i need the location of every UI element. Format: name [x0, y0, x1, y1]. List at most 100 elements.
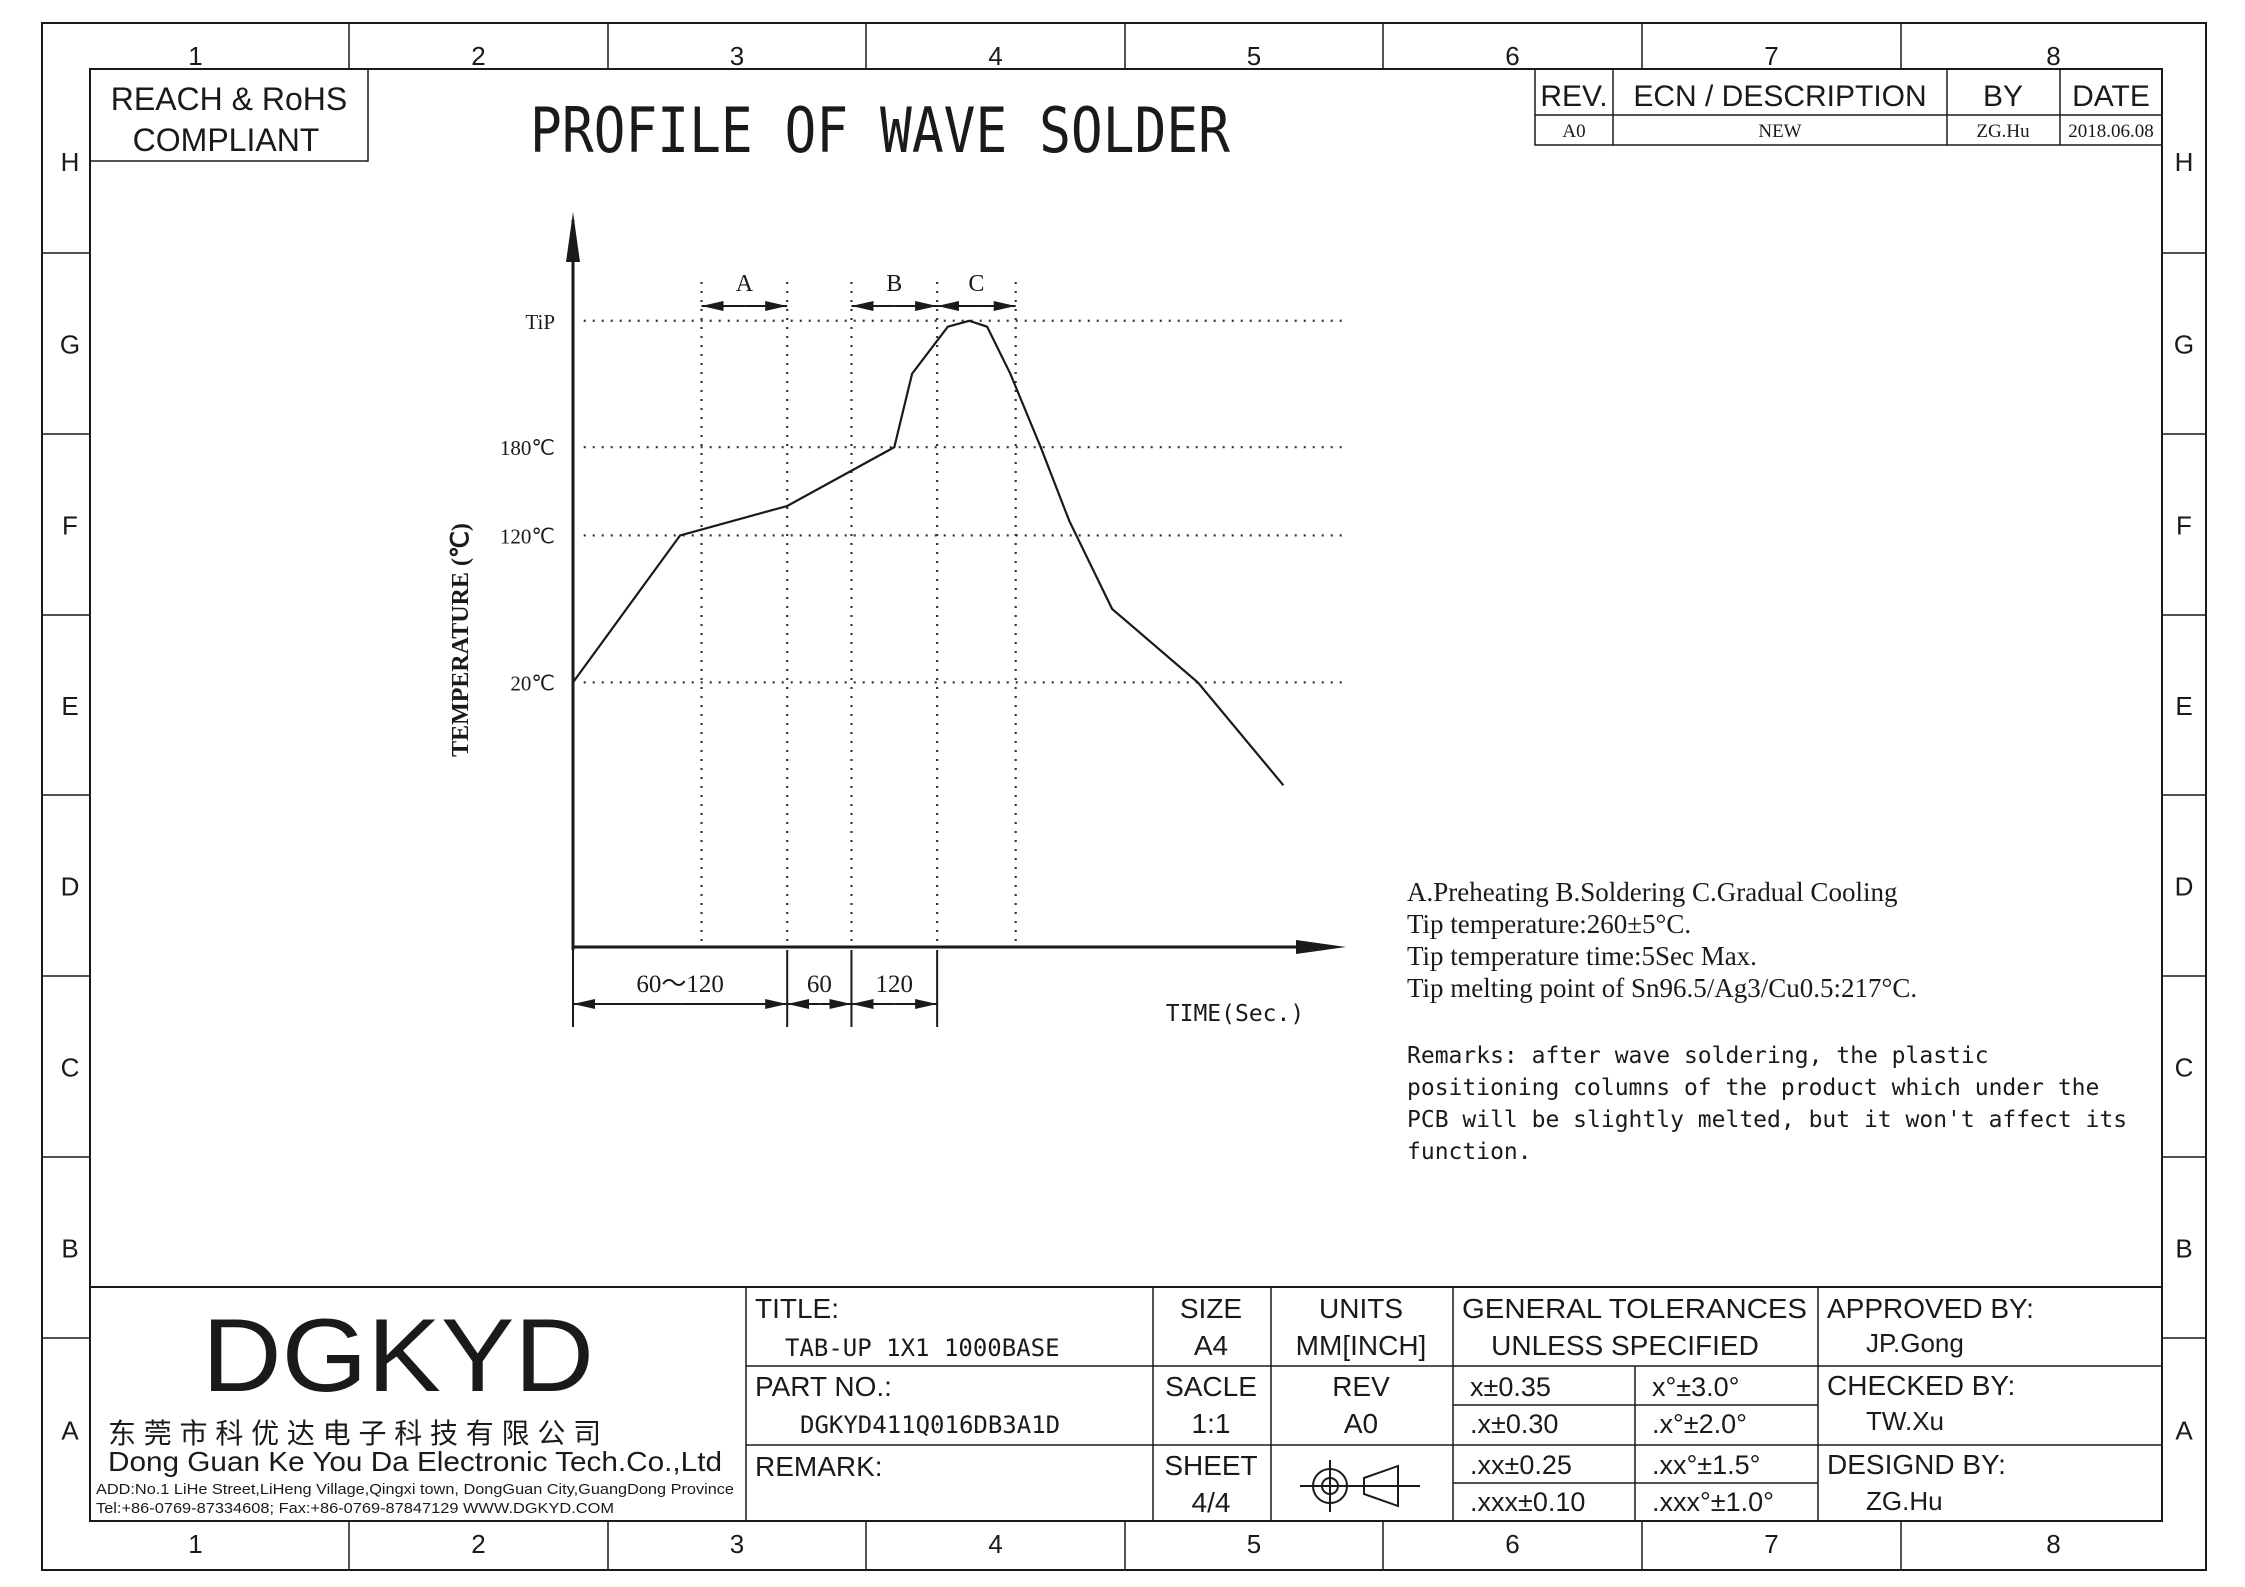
part-no-value: DGKYD411Q016DB3A1D	[800, 1411, 1060, 1439]
part-no-label: PART NO.:	[755, 1371, 892, 1402]
zone-row-right-H: H	[2175, 147, 2194, 177]
company-name-en: Dong Guan Ke You Da Electronic Tech.Co.,…	[108, 1446, 722, 1477]
zone-labels: 1 1 2 2 3 3 4 4 5 5 6 6 7 7 8 8 H H G G F F E E D D C C B B A A	[60, 41, 2194, 1559]
zone-col-top-1: 1	[188, 41, 202, 71]
zone-row-left-H: H	[61, 147, 80, 177]
units-value: MM[INCH]	[1296, 1330, 1427, 1361]
y-tick-label-3: 20℃	[510, 671, 555, 695]
y-axis-label: TEMPERATURE (℃)	[448, 523, 474, 757]
chart-grid	[583, 282, 1346, 947]
zone-row-right-C: C	[2175, 1053, 2194, 1083]
tolerance-linear-1: .x±0.30	[1470, 1409, 1558, 1439]
checked-value: TW.Xu	[1866, 1406, 1944, 1436]
zone-col-top-2: 2	[471, 41, 485, 71]
zone-row-left-G: G	[60, 330, 80, 360]
zone-row-right-F: F	[2176, 511, 2192, 541]
zone-col-bottom-6: 6	[1505, 1529, 1519, 1559]
tolerance-linear-0: x±0.35	[1470, 1372, 1551, 1402]
zone-row-right-D: D	[2175, 872, 2194, 902]
duration-label-1: 60	[807, 971, 832, 998]
remark-label: REMARK:	[755, 1451, 883, 1482]
company-contact: Tel:+86-0769-87334608; Fax:+86-0769-8784…	[96, 1500, 614, 1517]
by-value: ZG.Hu	[1976, 121, 2030, 142]
brand-logo: DGKYD	[202, 1298, 594, 1414]
tolerance-angular-2: .xx°±1.5°	[1652, 1450, 1760, 1480]
zone-row-right-A: A	[2175, 1416, 2193, 1446]
by-header: BY	[1983, 80, 2023, 113]
units-label: UNITS	[1319, 1293, 1403, 1324]
remarks-line-4: function.	[1407, 1139, 1532, 1165]
zone-row-left-A: A	[61, 1416, 79, 1446]
drawing-title: PROFILE OF WAVE SOLDER	[530, 94, 1231, 167]
designed-value: ZG.Hu	[1866, 1486, 1943, 1516]
phase-label-A: A	[736, 271, 754, 297]
x-axis-label: TIME(Sec.)	[1166, 1001, 1304, 1027]
wave-solder-profile-chart: TiP 180℃ 120℃ 20℃ A B C 60～120 60 120 TEMPERATU…	[448, 212, 1346, 1027]
x-axis-arrowhead	[1296, 940, 1346, 954]
title-value: TAB-UP 1X1 1000BASE	[785, 1334, 1060, 1362]
compliance-box: REACH & RoHS COMPLIANT	[89, 68, 369, 162]
approved-value: JP.Gong	[1866, 1328, 1964, 1358]
ecn-value: NEW	[1758, 121, 1801, 142]
tolerance-angular-0: x°±3.0°	[1652, 1372, 1739, 1402]
chart-phase-dimensions: A B C	[701, 271, 1016, 311]
rev-label: REV	[1332, 1371, 1390, 1402]
date-header: DATE	[2072, 80, 2150, 113]
zone-col-top-6: 6	[1505, 41, 1519, 71]
zone-row-right-B: B	[2175, 1234, 2192, 1264]
zone-col-top-8: 8	[2046, 41, 2060, 71]
tolerance-angular-1: .x°±2.0°	[1652, 1409, 1747, 1439]
revision-block: REV. ECN / DESCRIPTION BY DATE A0 NEW ZG…	[1534, 68, 2163, 146]
zone-col-bottom-7: 7	[1764, 1529, 1778, 1559]
tolerance-linear-3: .xxx±0.10	[1470, 1487, 1585, 1517]
approved-label: APPROVED BY:	[1827, 1293, 2034, 1324]
company-name-cn: 东 莞 市 科 优 达 电 子 科 技 有 限 公 司	[108, 1418, 601, 1449]
y-tick-label-2: 120℃	[500, 524, 555, 548]
process-notes: A.Preheating B.Soldering C.Gradual Cooli…	[1407, 877, 1917, 1003]
chart-duration-dimensions: 60～120 60 120	[572, 950, 939, 1027]
zone-row-right-G: G	[2174, 330, 2194, 360]
zone-col-bottom-8: 8	[2046, 1529, 2060, 1559]
y-tick-label-0: TiP	[525, 310, 555, 334]
y-tick-label-1: 180℃	[500, 436, 555, 460]
remarks-line-2: positioning columns of the product which…	[1407, 1075, 2099, 1101]
projection-symbol-icon	[1300, 1460, 1420, 1512]
duration-label-2: 120	[876, 971, 914, 998]
zone-col-top-7: 7	[1764, 41, 1778, 71]
sheet-value: 4/4	[1192, 1487, 1231, 1518]
size-label: SIZE	[1180, 1293, 1242, 1324]
scale-value: 1:1	[1192, 1408, 1231, 1439]
zone-col-top-4: 4	[988, 41, 1002, 71]
notes-line-1: A.Preheating B.Soldering C.Gradual Cooli…	[1407, 877, 1897, 907]
size-value: A4	[1194, 1330, 1228, 1361]
zone-row-left-F: F	[62, 511, 78, 541]
duration-label-0: 60～120	[636, 971, 724, 998]
rev-value: A0	[1562, 121, 1585, 142]
zone-col-bottom-1: 1	[188, 1529, 202, 1559]
ecn-header: ECN / DESCRIPTION	[1633, 80, 1926, 113]
compliance-line-1: REACH & RoHS	[111, 81, 348, 117]
tolerance-angular-3: .xxx°±1.0°	[1652, 1487, 1774, 1517]
y-axis-arrowhead	[566, 212, 580, 262]
chart-tick-labels: TiP 180℃ 120℃ 20℃	[500, 310, 555, 696]
title-block: DGKYD 东 莞 市 科 优 达 电 子 科 技 有 限 公 司 Dong G…	[90, 1286, 2162, 1521]
zone-col-top-5: 5	[1247, 41, 1261, 71]
zone-col-bottom-2: 2	[471, 1529, 485, 1559]
remarks-line-1: Remarks: after wave soldering, the plast…	[1407, 1043, 1989, 1069]
zone-col-bottom-3: 3	[730, 1529, 744, 1559]
zone-row-left-E: E	[61, 691, 78, 721]
company-address: ADD:No.1 LiHe Street,LiHeng Village,Qing…	[96, 1481, 734, 1498]
sheet-label: SHEET	[1164, 1450, 1257, 1481]
rev-value-tb: A0	[1344, 1408, 1378, 1439]
zone-col-bottom-5: 5	[1247, 1529, 1261, 1559]
checked-label: CHECKED BY:	[1827, 1370, 2015, 1401]
zone-ticks	[42, 23, 2206, 1570]
designed-label: DESIGND BY:	[1827, 1449, 2006, 1480]
zone-row-left-C: C	[61, 1053, 80, 1083]
notes-line-4: Tip melting point of Sn96.5/Ag3/Cu0.5:21…	[1407, 973, 1917, 1003]
rev-header: REV.	[1540, 80, 1607, 113]
outer-frame	[41, 22, 2207, 1571]
chart-series	[572, 319, 1285, 787]
remarks: Remarks: after wave soldering, the plast…	[1407, 1043, 2127, 1165]
